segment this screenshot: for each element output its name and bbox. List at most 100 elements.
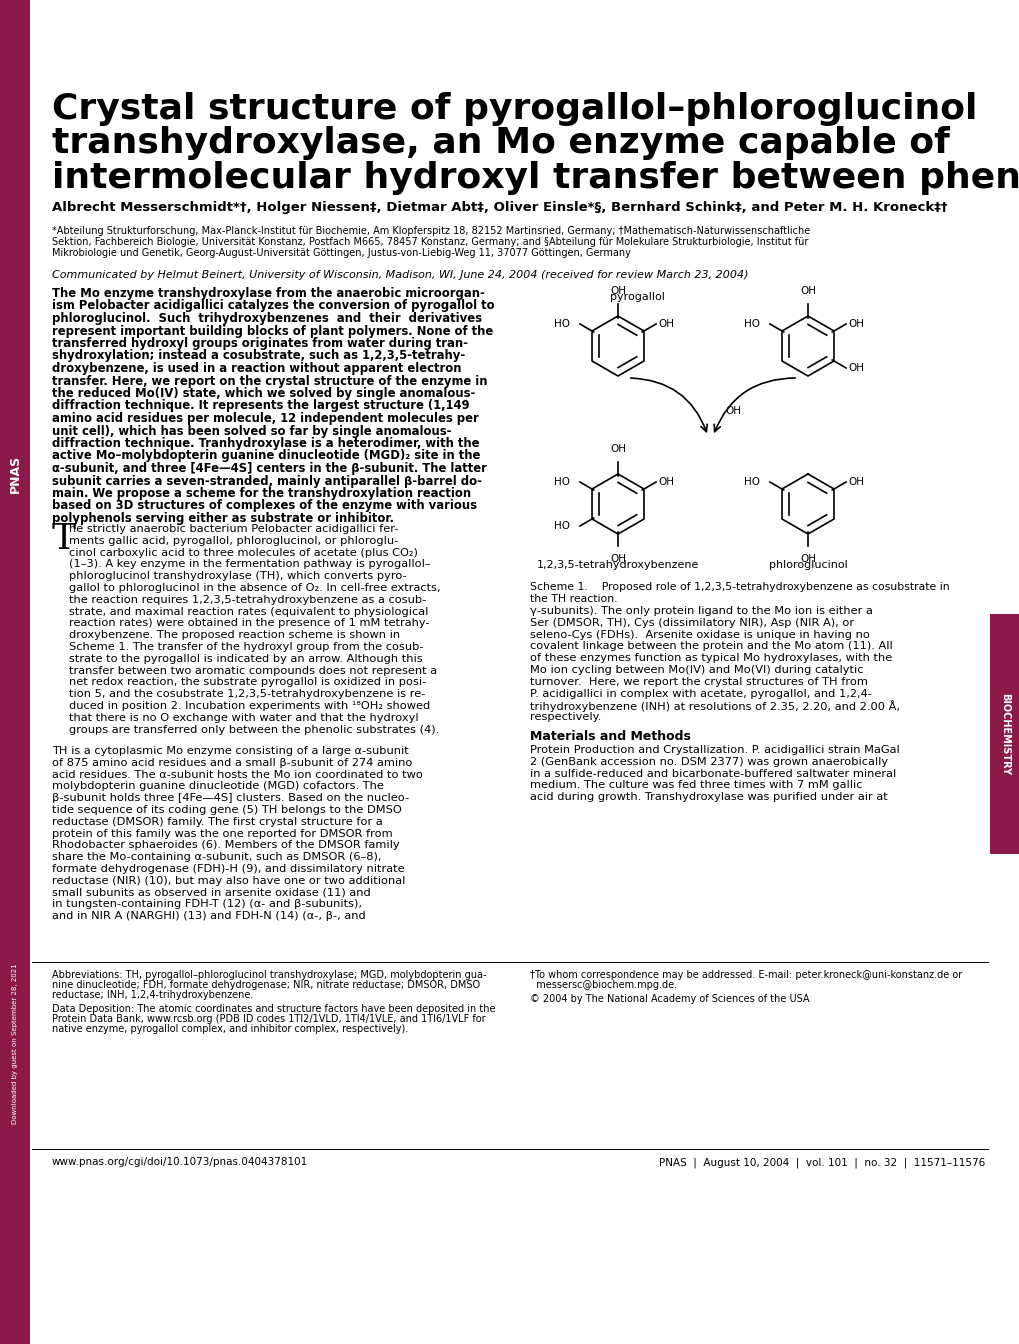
Text: Abbreviations: TH, pyrogallol–phloroglucinol transhydroxylase; MGD, molybdopteri: Abbreviations: TH, pyrogallol–phlorogluc…	[52, 970, 486, 980]
Text: OH: OH	[847, 319, 863, 329]
Text: strate, and maximal reaction rates (equivalent to physiological: strate, and maximal reaction rates (equi…	[69, 606, 428, 617]
Text: diffraction technique. It represents the largest structure (1,149: diffraction technique. It represents the…	[52, 399, 469, 413]
Text: The Mo enzyme transhydroxylase from the anaerobic microorgan-: The Mo enzyme transhydroxylase from the …	[52, 288, 484, 300]
Text: HO: HO	[553, 477, 570, 487]
Text: transfer between two aromatic compounds does not represent a: transfer between two aromatic compounds …	[69, 665, 437, 676]
Text: tide sequence of its coding gene (5) TH belongs to the DMSO: tide sequence of its coding gene (5) TH …	[52, 805, 401, 814]
FancyArrowPatch shape	[630, 378, 706, 431]
Text: reductase (NIR) (10), but may also have one or two additional: reductase (NIR) (10), but may also have …	[52, 876, 405, 886]
Text: gallol to phloroglucinol in the absence of O₂. In cell-free extracts,: gallol to phloroglucinol in the absence …	[69, 583, 440, 593]
Text: phloroglucinol transhydroxylase (TH), which converts pyro-: phloroglucinol transhydroxylase (TH), wh…	[69, 571, 407, 581]
Text: γ-subunits). The only protein ligand to the Mo ion is either a: γ-subunits). The only protein ligand to …	[530, 606, 872, 616]
Text: 1,2,3,5-tetrahydroxybenzene: 1,2,3,5-tetrahydroxybenzene	[536, 560, 698, 570]
Text: Data Deposition: The atomic coordinates and structure factors have been deposite: Data Deposition: The atomic coordinates …	[52, 1004, 495, 1013]
Text: subunit carries a seven-stranded, mainly antiparallel β-barrel do-: subunit carries a seven-stranded, mainly…	[52, 474, 482, 488]
Text: HO: HO	[553, 521, 570, 531]
Text: active Mo–molybdopterin guanine dinucleotide (MGD)₂ site in the: active Mo–molybdopterin guanine dinucleo…	[52, 449, 480, 462]
Text: the reduced Mo(IV) state, which we solved by single anomalous-: the reduced Mo(IV) state, which we solve…	[52, 387, 475, 401]
Text: phloroglucinol.  Such  trihydroxybenzenes  and  their  derivatives: phloroglucinol. Such trihydroxybenzenes …	[52, 312, 482, 325]
Text: T: T	[52, 521, 76, 556]
Text: of these enzymes function as typical Mo hydroxylases, with the: of these enzymes function as typical Mo …	[530, 653, 892, 663]
Text: small subunits as observed in arsenite oxidase (11) and: small subunits as observed in arsenite o…	[52, 887, 370, 898]
Text: HO: HO	[553, 319, 570, 329]
FancyArrowPatch shape	[713, 378, 795, 431]
Text: pyrogallol: pyrogallol	[609, 292, 664, 302]
Bar	[989, 614, 1019, 853]
Text: OH: OH	[799, 554, 815, 564]
Text: PNAS  |  August 10, 2004  |  vol. 101  |  no. 32  |  11571–11576: PNAS | August 10, 2004 | vol. 101 | no. …	[658, 1157, 984, 1168]
Text: OH: OH	[657, 319, 674, 329]
Text: ism Pelobacter acidigallici catalyzes the conversion of pyrogallol to: ism Pelobacter acidigallici catalyzes th…	[52, 300, 494, 313]
Text: Albrecht Messerschmidt*†, Holger Niessen‡, Dietmar Abt‡, Oliver Einsle*§, Bernha: Albrecht Messerschmidt*†, Holger Niessen…	[52, 202, 947, 214]
Bar	[0, 1175, 1019, 1344]
Text: protein of this family was the one reported for DMSOR from: protein of this family was the one repor…	[52, 829, 392, 839]
Text: the reaction requires 1,2,3,5-tetrahydroxybenzene as a cosub-: the reaction requires 1,2,3,5-tetrahydro…	[69, 595, 426, 605]
Text: molybdopterin guanine dinucleotide (MGD) cofactors. The: molybdopterin guanine dinucleotide (MGD)…	[52, 781, 383, 792]
Text: transferred hydroxyl groups originates from water during tran-: transferred hydroxyl groups originates f…	[52, 337, 468, 349]
Text: polyphenols serving either as substrate or inhibitor.: polyphenols serving either as substrate …	[52, 512, 393, 526]
Text: medium. The culture was fed three times with 7 mM gallic: medium. The culture was fed three times …	[530, 781, 862, 790]
Text: amino acid residues per molecule, 12 independent molecules per: amino acid residues per molecule, 12 ind…	[52, 413, 478, 425]
Text: transfer. Here, we report on the crystal structure of the enzyme in: transfer. Here, we report on the crystal…	[52, 375, 487, 387]
Text: OH: OH	[847, 363, 863, 374]
Text: acid during growth. Transhydroxylase was purified under air at: acid during growth. Transhydroxylase was…	[530, 792, 887, 802]
Text: of 875 amino acid residues and a small β-subunit of 274 amino: of 875 amino acid residues and a small β…	[52, 758, 412, 767]
Text: OH: OH	[609, 286, 626, 296]
Text: trihydroxybenzene (INH) at resolutions of 2.35, 2.20, and 2.00 Å,: trihydroxybenzene (INH) at resolutions o…	[530, 700, 899, 712]
Text: www.pnas.org/cgi/doi/10.1073/pnas.0404378101: www.pnas.org/cgi/doi/10.1073/pnas.040437…	[52, 1157, 308, 1167]
Text: PNAS: PNAS	[8, 454, 21, 493]
Text: strate to the pyrogallol is indicated by an arrow. Although this: strate to the pyrogallol is indicated by…	[69, 653, 422, 664]
Text: in a sulfide-reduced and bicarbonate-buffered saltwater mineral: in a sulfide-reduced and bicarbonate-buf…	[530, 769, 896, 778]
Text: unit cell), which has been solved so far by single anomalous-: unit cell), which has been solved so far…	[52, 425, 451, 438]
Text: based on 3D structures of complexes of the enzyme with various: based on 3D structures of complexes of t…	[52, 500, 477, 512]
Text: in tungsten-containing FDH-T (12) (α- and β-subunits),: in tungsten-containing FDH-T (12) (α- an…	[52, 899, 362, 910]
Text: TH is a cytoplasmic Mo enzyme consisting of a large α-subunit: TH is a cytoplasmic Mo enzyme consisting…	[52, 746, 409, 755]
Text: duced in position 2. Incubation experiments with ¹⁸OH₂ showed: duced in position 2. Incubation experime…	[69, 702, 430, 711]
Text: OH: OH	[725, 406, 740, 417]
Text: and in NIR A (NARGHI) (13) and FDH-N (14) (α-, β-, and: and in NIR A (NARGHI) (13) and FDH-N (14…	[52, 911, 366, 921]
Text: groups are transferred only between the phenolic substrates (4).: groups are transferred only between the …	[69, 724, 439, 735]
Text: seleno-Cys (FDHs).  Arsenite oxidase is unique in having no: seleno-Cys (FDHs). Arsenite oxidase is u…	[530, 629, 869, 640]
Text: messersc@biochem.mpg.de.: messersc@biochem.mpg.de.	[530, 980, 677, 991]
Text: cinol carboxylic acid to three molecules of acetate (plus CO₂): cinol carboxylic acid to three molecules…	[69, 547, 418, 558]
Text: tion 5, and the cosubstrate 1,2,3,5-tetrahydroxybenzene is re-: tion 5, and the cosubstrate 1,2,3,5-tetr…	[69, 689, 425, 699]
Text: droxybenzene. The proposed reaction scheme is shown in: droxybenzene. The proposed reaction sche…	[69, 630, 399, 640]
Text: © 2004 by The National Academy of Sciences of the USA: © 2004 by The National Academy of Scienc…	[530, 995, 809, 1004]
Text: diffraction technique. Tranhydroxylase is a heterodimer, with the: diffraction technique. Tranhydroxylase i…	[52, 437, 479, 450]
Text: †To whom correspondence may be addressed. E-mail: peter.kroneck@uni-konstanz.de : †To whom correspondence may be addressed…	[530, 970, 961, 980]
Text: phloroglucinol: phloroglucinol	[768, 560, 847, 570]
Text: turnover.  Here, we report the crystal structures of TH from: turnover. Here, we report the crystal st…	[530, 677, 867, 687]
Text: covalent linkage between the protein and the Mo atom (11). All: covalent linkage between the protein and…	[530, 641, 892, 652]
Text: intermolecular hydroxyl transfer between phenols: intermolecular hydroxyl transfer between…	[52, 161, 1019, 195]
Text: OH: OH	[847, 477, 863, 487]
Text: acid residues. The α-subunit hosts the Mo ion coordinated to two: acid residues. The α-subunit hosts the M…	[52, 770, 423, 780]
Text: HO: HO	[743, 477, 759, 487]
Text: 2 (GenBank accession no. DSM 2377) was grown anaerobically: 2 (GenBank accession no. DSM 2377) was g…	[530, 757, 888, 767]
Text: share the Mo-containing α-subunit, such as DMSOR (6–8),: share the Mo-containing α-subunit, such …	[52, 852, 381, 863]
Text: native enzyme, pyrogallol complex, and inhibitor complex, respectively).: native enzyme, pyrogallol complex, and i…	[52, 1024, 408, 1034]
Text: P. acidigallici in complex with acetate, pyrogallol, and 1,2,4-: P. acidigallici in complex with acetate,…	[530, 688, 871, 699]
Text: Materials and Methods: Materials and Methods	[530, 730, 690, 743]
Text: he strictly anaerobic bacterium Pelobacter acidigallici fer-: he strictly anaerobic bacterium Pelobact…	[69, 524, 398, 534]
Text: respectively.: respectively.	[530, 712, 601, 722]
Text: represent important building blocks of plant polymers. None of the: represent important building blocks of p…	[52, 324, 493, 337]
Text: (1–3). A key enzyme in the fermentation pathway is pyrogallol–: (1–3). A key enzyme in the fermentation …	[69, 559, 430, 570]
Text: OH: OH	[609, 444, 626, 454]
Text: nine dinucleotide; FDH, formate dehydrogenase; NIR, nitrate reductase; DMSOR, DM: nine dinucleotide; FDH, formate dehydrog…	[52, 980, 480, 991]
Text: Sektion, Fachbereich Biologie, Universität Konstanz, Postfach M665, 78457 Konsta: Sektion, Fachbereich Biologie, Universit…	[52, 237, 808, 247]
Text: Mo ion cycling between Mo(IV) and Mo(VI) during catalytic: Mo ion cycling between Mo(IV) and Mo(VI)…	[530, 665, 863, 675]
Text: Scheme 1.    Proposed role of 1,2,3,5-tetrahydroxybenzene as cosubstrate in: Scheme 1. Proposed role of 1,2,3,5-tetra…	[530, 582, 949, 591]
Text: net redox reaction, the substrate pyrogallol is oxidized in posi-: net redox reaction, the substrate pyroga…	[69, 677, 426, 687]
Text: Ser (DMSOR, TH), Cys (dissimilatory NIR), Asp (NIR A), or: Ser (DMSOR, TH), Cys (dissimilatory NIR)…	[530, 618, 853, 628]
Text: Protein Data Bank, www.rcsb.org (PDB ID codes 1TI2/1VLD, 1TI4/1VLE, and 1TI6/1VL: Protein Data Bank, www.rcsb.org (PDB ID …	[52, 1013, 485, 1024]
Text: Communicated by Helmut Beinert, University of Wisconsin, Madison, WI, June 24, 2: Communicated by Helmut Beinert, Universi…	[52, 270, 748, 280]
Text: BIOCHEMISTRY: BIOCHEMISTRY	[999, 694, 1009, 775]
Text: main. We propose a scheme for the transhydroxylation reaction: main. We propose a scheme for the transh…	[52, 487, 471, 500]
Text: shydroxylation; instead a cosubstrate, such as 1,2,3,5-tetrahy-: shydroxylation; instead a cosubstrate, s…	[52, 349, 465, 363]
Text: OH: OH	[657, 477, 674, 487]
Text: droxybenzene, is used in a reaction without apparent electron: droxybenzene, is used in a reaction with…	[52, 362, 461, 375]
Text: transhydroxylase, an Mo enzyme capable of: transhydroxylase, an Mo enzyme capable o…	[52, 126, 949, 160]
Bar	[0, 0, 30, 1344]
Text: Downloaded by guest on September 28, 2021: Downloaded by guest on September 28, 202…	[12, 964, 18, 1125]
Text: β-subunit holds three [4Fe—4S] clusters. Based on the nucleo-: β-subunit holds three [4Fe—4S] clusters.…	[52, 793, 409, 804]
